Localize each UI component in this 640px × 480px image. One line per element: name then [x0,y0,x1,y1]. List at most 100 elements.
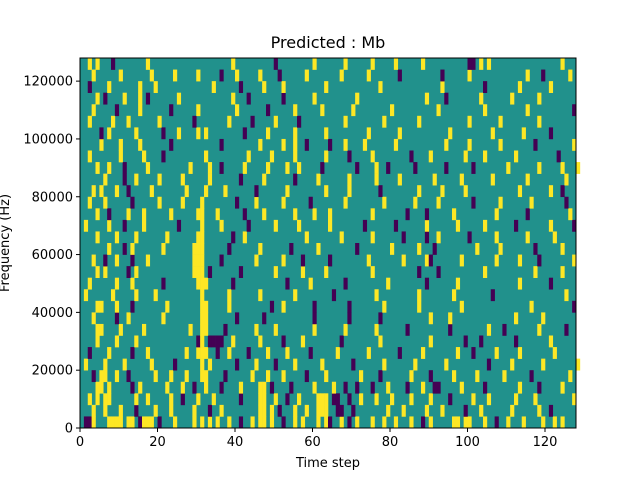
heatmap-cell [242,231,247,244]
heatmap-cell [145,347,151,359]
heatmap-cell [440,185,445,198]
heatmap-cell [223,323,228,336]
heatmap-cell [320,404,325,417]
heatmap-cell [324,266,329,278]
heatmap-cell [188,323,193,336]
heatmap-cell [204,185,209,198]
heatmap-cell [114,254,120,267]
heatmap-cell [366,69,371,82]
heatmap-cell [134,404,139,417]
heatmap-cell [242,162,247,174]
heatmap-cell [533,266,538,278]
heatmap-cell [490,127,495,140]
heatmap-cell [153,289,158,302]
heatmap-cell [219,162,224,174]
heatmap-cell [207,404,213,417]
heatmap-cell [320,162,325,174]
heatmap-cell [192,381,197,394]
heatmap-cell [235,312,240,325]
heatmap-cell [285,347,290,359]
heatmap-cell [483,81,488,93]
heatmap-cell [192,416,197,429]
heatmap-cell [262,404,267,417]
heatmap-cell [568,208,573,221]
heatmap-cell [471,196,476,209]
heatmap-cell [223,370,228,383]
heatmap-cell [176,219,182,232]
heatmap-cell [328,138,333,151]
heatmap-cell [204,277,209,290]
heatmap-cell [324,370,329,383]
heatmap-cell [320,393,325,406]
heatmap-cell [448,312,453,325]
heatmap-cell [560,381,565,394]
heatmap-cell [149,416,154,429]
heatmap-cell [118,323,123,336]
heatmap-cell [111,289,116,302]
heatmap-cell [130,347,135,359]
heatmap-cell [223,185,228,198]
heatmap-cell [304,404,309,417]
heatmap-cell [277,404,282,417]
y-tick-label: 20000 [32,364,73,379]
heatmap-cell [293,289,298,302]
heatmap-cell [568,370,573,383]
heatmap-cell [452,416,457,429]
heatmap-cell [533,243,538,255]
heatmap-cell [111,115,116,128]
heatmap-cell [91,416,96,429]
heatmap-cell [347,416,352,429]
heatmap-cell [448,323,453,336]
heatmap-cell [382,300,387,313]
heatmap-cell [269,150,275,163]
heatmap-cell [455,219,461,232]
heatmap-cell [417,266,422,278]
x-tick-label: 80 [382,435,399,450]
heatmap-cell [424,219,430,232]
heatmap-cell [258,289,263,302]
heatmap-cell [475,243,480,255]
heatmap-cell [525,173,530,186]
heatmap-cell [459,300,464,313]
heatmap-cell [273,266,278,278]
heatmap-cell [134,335,139,348]
heatmap-cell [165,381,170,394]
heatmap-cell [269,300,275,313]
heatmap-cell [428,393,433,406]
chart-title: Predicted : Mb [271,33,386,52]
heatmap-cell [312,92,317,105]
heatmap-cell [471,58,476,70]
heatmap-cell [262,416,267,429]
heatmap-cell [289,243,294,255]
heatmap-cell [331,393,337,406]
heatmap-cell [281,138,286,151]
heatmap-cell [281,370,286,383]
heatmap-cell [382,196,387,209]
heatmap-cell [347,312,352,325]
x-tick-label: 20 [149,435,166,450]
heatmap-cell [424,254,430,267]
heatmap-cell [107,243,112,255]
heatmap-cell [324,393,329,406]
heatmap-cell [215,208,220,221]
heatmap-cell [196,347,201,359]
heatmap-cell [293,358,298,371]
heatmap-cell [517,277,523,290]
heatmap-cell [537,381,542,394]
heatmap-cell [161,243,166,255]
heatmap-cell [308,196,313,209]
heatmap-cell [417,300,422,313]
heatmap-cell [359,393,364,406]
heatmap-cell [351,404,356,417]
heatmap-cell [498,243,503,255]
heatmap-cell [335,347,340,359]
heatmap-cell [405,381,410,394]
heatmap-cell [262,381,267,394]
heatmap-cell [494,208,499,221]
heatmap-cell [103,92,108,105]
heatmap-cell [103,404,108,417]
heatmap-cell [211,81,216,93]
heatmap-cell [312,300,317,313]
heatmap-cell [293,150,298,163]
heatmap-cell [207,416,213,429]
